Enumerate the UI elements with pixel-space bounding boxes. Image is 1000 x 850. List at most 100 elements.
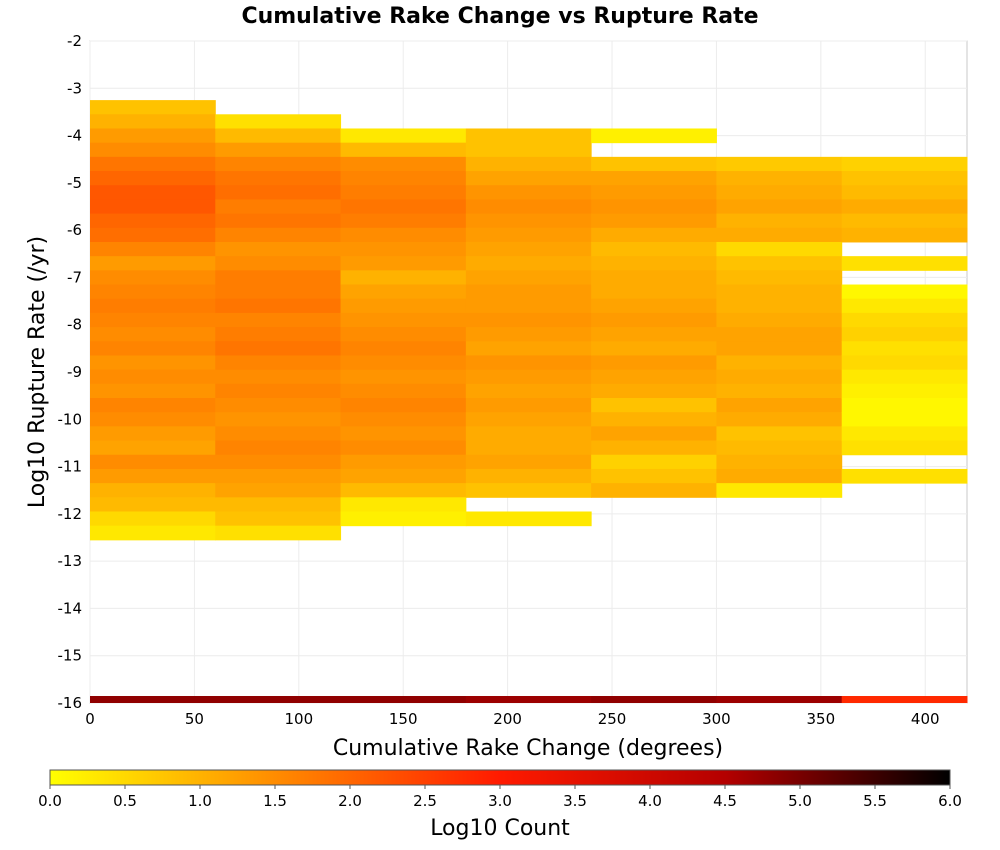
colorbar-tick-label: 2.0: [338, 792, 362, 810]
y-axis-label: Log10 Rupture Rate (/yr): [25, 236, 50, 508]
heatmap-cell: [340, 142, 467, 158]
colorbar-label: Log10 Count: [430, 816, 570, 841]
heatmap-cell: [90, 171, 216, 186]
colorbar-tick-label: 3.0: [488, 792, 512, 810]
heatmap-cell: [340, 128, 467, 144]
heatmap-cell: [340, 398, 467, 413]
heatmap-cell: [215, 341, 342, 356]
heatmap-cell: [340, 227, 467, 243]
heatmap-cell: [340, 312, 467, 328]
heatmap-cell: [465, 369, 592, 385]
heatmap-cell: [340, 412, 467, 427]
heatmap-cell: [841, 369, 968, 385]
heatmap-cell: [841, 213, 968, 229]
heatmap-cell: [340, 298, 467, 314]
heatmap-cell: [215, 454, 342, 470]
heatmap-cell: [215, 412, 342, 427]
heatmap-cell: [716, 468, 843, 484]
colorbar-tick-label: 4.5: [713, 792, 737, 810]
y-tick-label: -11: [58, 458, 83, 476]
heatmap-cell: [465, 327, 592, 342]
heatmap-cell: [340, 454, 467, 470]
heatmap-cell: [215, 468, 342, 484]
heatmap-cell: [841, 426, 968, 442]
x-tick-label: 50: [185, 710, 204, 728]
y-tick-label: -14: [58, 599, 83, 617]
heatmap-cell: [841, 227, 968, 243]
heatmap-cell-floor: [465, 696, 592, 703]
heatmap-cell: [465, 199, 592, 215]
heatmap-cell: [841, 327, 968, 342]
heatmap-cell: [90, 497, 216, 512]
heatmap-cell: [465, 511, 592, 527]
heatmap-cell: [716, 398, 843, 413]
heatmap-cell: [841, 312, 968, 328]
heatmap-cells: [90, 100, 968, 703]
heatmap-cell: [591, 468, 717, 484]
heatmap-cell: [215, 185, 342, 200]
y-tick-label: -9: [67, 363, 82, 381]
heatmap-cell: [90, 412, 216, 427]
heatmap-cell: [340, 185, 467, 200]
y-axis-ticks: -2 -3 -4 -5 -6 -7 -8 -9 -10 -11 -12 -13 -14 -15 -16: [58, 32, 83, 712]
heatmap-cell: [591, 270, 717, 286]
heatmap-cell: [90, 100, 216, 115]
heatmap-cell: [841, 284, 968, 300]
heatmap-cell: [716, 454, 843, 470]
heatmap-cell: [340, 383, 467, 399]
x-axis-label: Cumulative Rake Change (degrees): [333, 736, 723, 761]
heatmap-cell: [215, 383, 342, 399]
heatmap-cell: [215, 156, 342, 172]
heatmap-cell: [591, 355, 717, 371]
heatmap-cell: [340, 213, 467, 229]
heatmap-cell: [215, 241, 342, 257]
heatmap-cell: [716, 327, 843, 342]
heatmap-cell: [215, 312, 342, 328]
heatmap-cell: [841, 398, 968, 413]
heatmap-cell: [465, 128, 592, 144]
heatmap-cell: [90, 454, 216, 470]
heatmap-cell: [215, 483, 342, 498]
heatmap-cell: [90, 256, 216, 271]
heatmap-cell: [465, 213, 592, 229]
heatmap-cell: [465, 227, 592, 243]
heatmap-cell: [465, 440, 592, 456]
heatmap-cell: [90, 114, 216, 129]
heatmap-cell: [90, 383, 216, 399]
heatmap-cell-floor: [215, 696, 342, 703]
heatmap-cell: [215, 327, 342, 342]
heatmap-cell: [716, 270, 843, 286]
heatmap-cell: [716, 355, 843, 371]
heatmap-cell: [90, 341, 216, 356]
heatmap-cell: [90, 213, 216, 229]
heatmap-cell: [591, 312, 717, 328]
heatmap-cell: [90, 142, 216, 158]
heatmap-cell: [340, 156, 467, 172]
heatmap-cell: [465, 171, 592, 186]
x-tick-label: 150: [389, 710, 418, 728]
heatmap-cell: [340, 355, 467, 371]
y-tick-label: -8: [67, 316, 82, 334]
x-tick-label: 350: [807, 710, 836, 728]
heatmap-cell: [340, 241, 467, 257]
heatmap-cell: [841, 185, 968, 200]
heatmap-cell: [716, 369, 843, 385]
heatmap-cell: [841, 171, 968, 186]
colorbar-tick-label: 0.0: [38, 792, 62, 810]
heatmap-cell: [340, 171, 467, 186]
heatmap-cell: [591, 383, 717, 399]
heatmap-cell: [465, 270, 592, 286]
heatmap-cell-floor: [340, 696, 467, 703]
heatmap-cell: [215, 497, 342, 512]
heatmap-cell: [215, 199, 342, 215]
x-tick-label: 0: [85, 710, 95, 728]
heatmap-cell: [340, 497, 467, 512]
heatmap-cell-floor: [841, 696, 968, 703]
heatmap-cell: [591, 213, 717, 229]
heatmap-cell: [591, 426, 717, 442]
x-tick-label: 100: [284, 710, 313, 728]
heatmap-cell: [716, 440, 843, 456]
heatmap-cell: [841, 156, 968, 172]
y-tick-label: -13: [58, 552, 83, 570]
heatmap-cell: [716, 256, 843, 271]
